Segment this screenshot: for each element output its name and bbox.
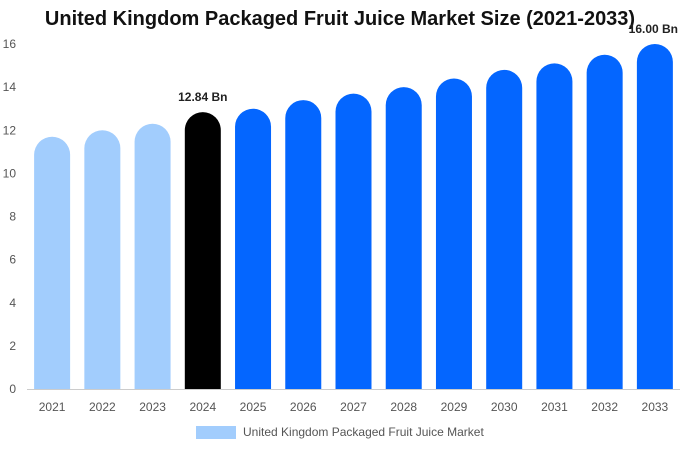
bar-2023 xyxy=(134,123,171,389)
legend-swatch xyxy=(196,425,236,439)
bar-2026 xyxy=(285,100,322,389)
bar-2031 xyxy=(536,63,573,390)
x-tick-label: 2022 xyxy=(89,400,116,414)
y-tick-label: 4 xyxy=(9,296,16,310)
legend-label: United Kingdom Packaged Fruit Juice Mark… xyxy=(243,425,484,439)
data-label-2024: 12.84 Bn xyxy=(178,90,227,104)
data-label-2033: 16.00 Bn xyxy=(629,22,678,36)
y-tick-label: 8 xyxy=(9,210,16,224)
y-tick-label: 6 xyxy=(9,253,16,267)
x-axis: 2021 2022 2023 2024 2025 2026 2027 2028 2029 2030… xyxy=(27,389,680,414)
bar-2027 xyxy=(335,93,372,389)
x-tick-label: 2026 xyxy=(290,400,317,414)
chart-title: United Kingdom Packaged Fruit Juice Mark… xyxy=(44,8,636,30)
data-labels: 12.84 Bn 16.00 Bn xyxy=(178,22,678,104)
x-tick-label: 2033 xyxy=(642,400,669,414)
x-tick-label: 2028 xyxy=(390,400,417,414)
x-tick-label: 2027 xyxy=(340,400,367,414)
bar-2032 xyxy=(586,54,623,389)
bar-2033 xyxy=(636,44,673,389)
y-tick-label: 10 xyxy=(3,166,17,180)
legend: United Kingdom Packaged Fruit Juice Mark… xyxy=(196,425,484,439)
bar-2029 xyxy=(435,78,472,389)
x-tick-label: 2031 xyxy=(541,400,568,414)
x-tick-label: 2032 xyxy=(591,400,618,414)
bar-2022 xyxy=(84,130,121,390)
bar-2025 xyxy=(235,108,272,389)
y-tick-label: 16 xyxy=(3,37,17,51)
x-tick-label: 2025 xyxy=(240,400,267,414)
bar-2030 xyxy=(486,69,523,389)
x-tick-label: 2023 xyxy=(139,400,166,414)
y-tick-label: 0 xyxy=(9,382,16,396)
x-tick-label: 2024 xyxy=(189,400,216,414)
bars xyxy=(34,44,673,390)
x-tick-label: 2029 xyxy=(441,400,468,414)
y-tick-label: 2 xyxy=(9,339,16,353)
y-tick-label: 14 xyxy=(3,80,17,94)
y-tick-label: 12 xyxy=(3,123,17,137)
y-axis: 0 2 4 6 8 10 12 14 16 xyxy=(3,37,17,396)
bar-2024 xyxy=(184,112,221,389)
bar-2021 xyxy=(34,136,71,389)
x-tick-label: 2021 xyxy=(39,400,66,414)
bar-2028 xyxy=(385,87,422,389)
x-tick-label: 2030 xyxy=(491,400,518,414)
